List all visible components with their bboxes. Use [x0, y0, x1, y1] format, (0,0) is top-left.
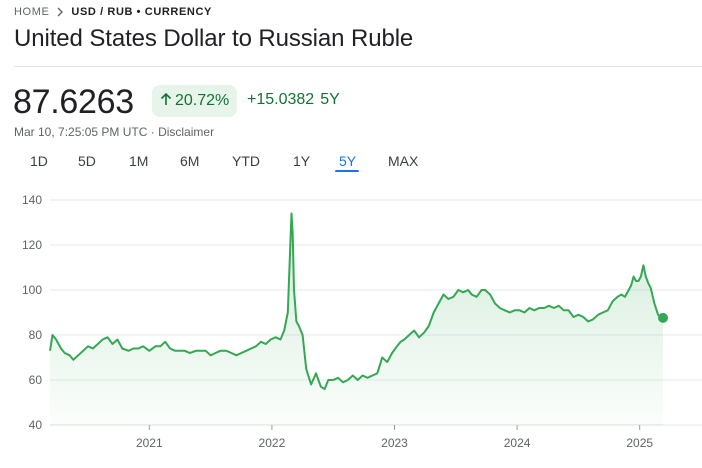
tab-1d[interactable]: 1D	[30, 153, 48, 169]
quote-meta: Mar 10, 7:25:05 PM UTC · Disclaimer	[14, 125, 214, 139]
meta-separator: ·	[147, 125, 159, 139]
disclaimer-link[interactable]: Disclaimer	[158, 125, 215, 139]
price-line	[49, 212, 664, 390]
tab-max[interactable]: MAX	[388, 153, 419, 169]
percent-change-value: 20.72%	[175, 92, 230, 109]
tab-5y[interactable]: 5Y	[339, 153, 357, 169]
price-chart[interactable]: 40 60 80 100 120 140 2021 2022 2023 2024 2025	[0, 180, 702, 468]
divider	[14, 66, 702, 67]
arrow-up-icon	[160, 92, 172, 111]
current-price-marker	[658, 312, 668, 323]
tab-5d[interactable]: 5D	[78, 153, 96, 169]
y-tick-label: 60	[29, 373, 43, 387]
percent-change-badge: 20.72%	[152, 85, 238, 117]
tab-1y[interactable]: 1Y	[293, 153, 311, 169]
price-area-fill	[50, 213, 663, 425]
y-tick-label: 100	[22, 283, 42, 297]
page-title: United States Dollar to Russian Ruble	[14, 25, 414, 52]
x-tick-label: 2024	[504, 436, 531, 450]
current-price: 87.6263	[13, 83, 134, 121]
y-tick-label: 40	[29, 418, 43, 432]
y-tick-label: 120	[22, 238, 42, 252]
x-tick-label: 2025	[626, 436, 653, 450]
change-period: 5Y	[320, 91, 340, 108]
active-tab-indicator	[335, 170, 359, 172]
x-tick-label: 2022	[259, 436, 286, 450]
absolute-change-value: +15.0382	[247, 91, 315, 108]
chevron-right-icon	[56, 7, 64, 17]
y-tick-label: 80	[29, 328, 43, 342]
breadcrumb-home-link[interactable]: HOME	[14, 6, 50, 18]
tab-1m[interactable]: 1M	[129, 153, 149, 169]
tab-6m[interactable]: 6M	[180, 153, 200, 169]
x-tick-label: 2021	[136, 436, 163, 450]
quote-timestamp: Mar 10, 7:25:05 PM UTC	[14, 125, 148, 139]
tab-ytd[interactable]: YTD	[232, 153, 260, 169]
breadcrumb-current: USD / RUB • CURRENCY	[71, 6, 212, 18]
breadcrumb: HOME USD / RUB • CURRENCY	[14, 4, 212, 20]
y-tick-label: 140	[22, 193, 42, 207]
x-tick-label: 2023	[381, 436, 408, 450]
absolute-change: +15.0382 5Y	[247, 91, 340, 109]
